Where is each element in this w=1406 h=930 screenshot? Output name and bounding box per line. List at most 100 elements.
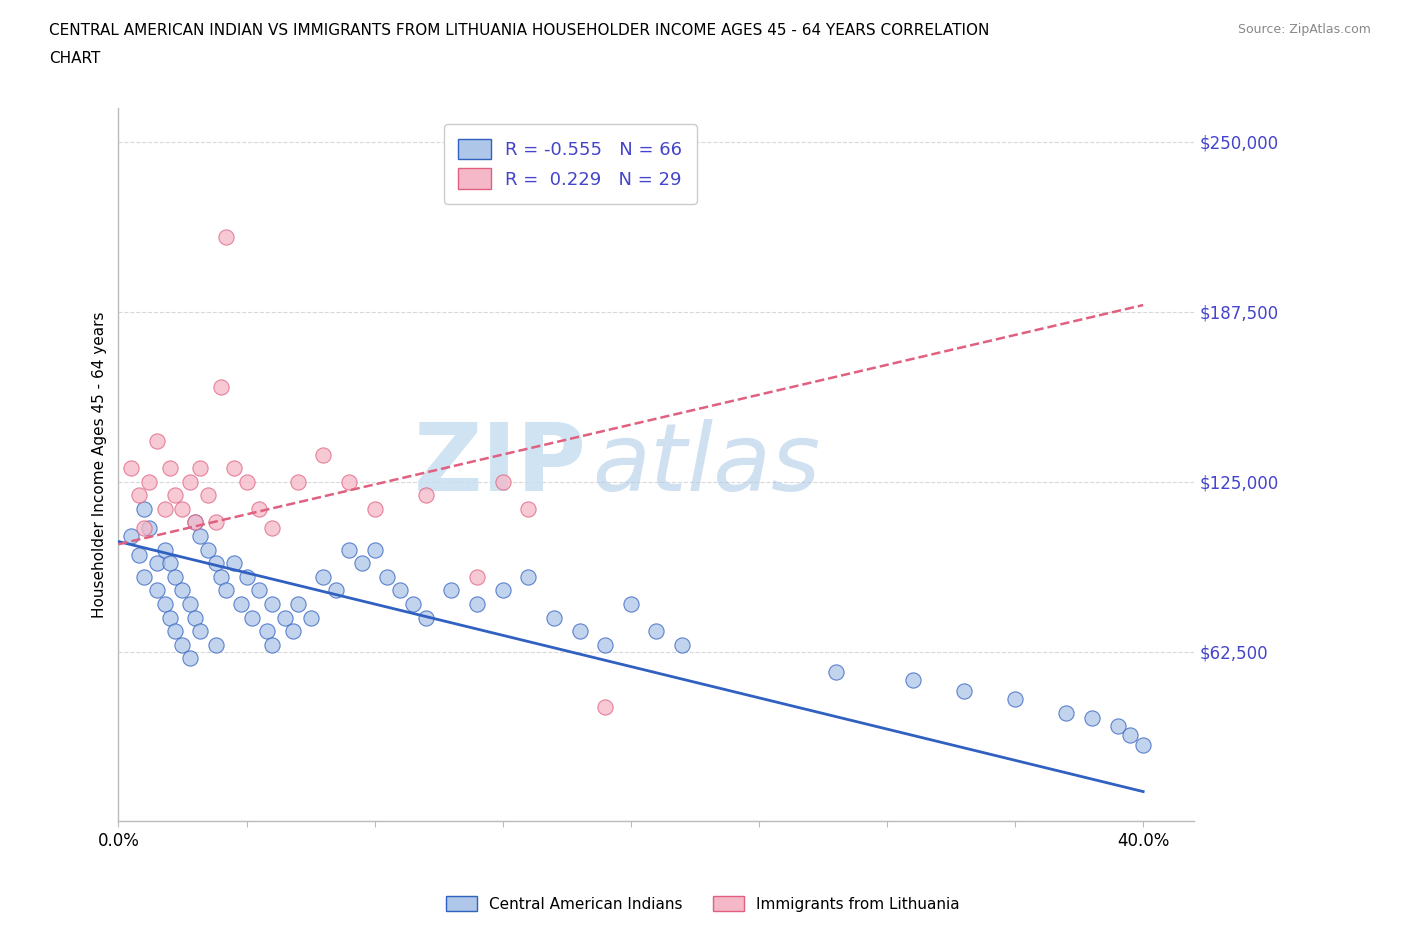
Point (159, 460, 181, 475)
Point (146, 583, 169, 598)
Point (184, 515, 207, 530)
Point (159, 610, 181, 625)
Point (415, 488, 437, 503)
Point (163, 569, 186, 584)
Point (1054, 705, 1077, 720)
Point (146, 433, 169, 448)
Point (163, 488, 186, 503)
Point (172, 501, 194, 516)
Y-axis label: Householder Income Ages 45 - 64 years: Householder Income Ages 45 - 64 years (93, 312, 107, 618)
Point (222, 460, 245, 475)
Point (312, 447, 335, 462)
Point (1107, 719, 1129, 734)
Point (153, 542, 176, 557)
Point (231, 597, 253, 612)
Point (247, 583, 270, 598)
Point (377, 569, 399, 584)
Point (153, 501, 176, 516)
Point (593, 637, 616, 652)
Text: ZIP: ZIP (413, 418, 586, 511)
Point (197, 542, 219, 557)
Point (235, 474, 257, 489)
Point (1004, 692, 1026, 707)
Point (901, 672, 924, 687)
Point (120, 528, 142, 543)
Point (824, 665, 846, 680)
Point (1132, 737, 1154, 752)
Point (465, 569, 488, 584)
Text: CHART: CHART (49, 51, 101, 66)
Point (204, 637, 226, 652)
Point (517, 501, 540, 516)
Point (209, 569, 232, 584)
Text: CENTRAL AMERICAN INDIAN VS IMMIGRANTS FROM LITHUANIA HOUSEHOLDER INCOME AGES 45 : CENTRAL AMERICAN INDIAN VS IMMIGRANTS FR… (49, 23, 990, 38)
Point (402, 597, 425, 612)
Point (256, 624, 278, 639)
Point (465, 597, 488, 612)
Point (440, 583, 463, 598)
Point (337, 474, 360, 489)
Point (287, 474, 309, 489)
Point (240, 610, 263, 625)
Point (287, 597, 309, 612)
Point (389, 583, 412, 598)
Point (172, 637, 194, 652)
Point (138, 521, 160, 536)
Text: Source: ZipAtlas.com: Source: ZipAtlas.com (1237, 23, 1371, 36)
Point (138, 474, 160, 489)
Point (1081, 711, 1104, 725)
Point (132, 569, 155, 584)
Legend: R = -0.555   N = 66, R =  0.229   N = 29: R = -0.555 N = 66, R = 0.229 N = 29 (444, 125, 697, 204)
Point (671, 637, 693, 652)
Point (517, 569, 540, 584)
Point (184, 610, 207, 625)
Point (543, 610, 565, 625)
Point (363, 542, 385, 557)
Point (215, 230, 238, 245)
Point (492, 474, 515, 489)
Point (415, 610, 437, 625)
Point (593, 700, 616, 715)
Point (204, 556, 226, 571)
Point (274, 610, 297, 625)
Point (179, 474, 201, 489)
Point (247, 501, 270, 516)
Point (190, 460, 212, 475)
Point (235, 569, 257, 584)
Point (620, 597, 643, 612)
Point (363, 501, 385, 516)
Point (262, 597, 284, 612)
Point (1119, 727, 1142, 742)
Point (325, 583, 347, 598)
Point (190, 624, 212, 639)
Point (197, 488, 219, 503)
Point (159, 556, 181, 571)
Point (146, 556, 169, 571)
Point (262, 637, 284, 652)
Point (281, 624, 304, 639)
Point (132, 521, 155, 536)
Point (337, 542, 360, 557)
Point (128, 548, 150, 563)
Point (209, 379, 232, 394)
Point (215, 583, 238, 598)
Legend: Central American Indians, Immigrants from Lithuania: Central American Indians, Immigrants fro… (440, 889, 966, 918)
Point (350, 556, 373, 571)
Point (312, 569, 335, 584)
Point (128, 488, 150, 503)
Point (262, 521, 284, 536)
Point (172, 583, 194, 598)
Point (179, 597, 201, 612)
Text: atlas: atlas (592, 419, 820, 511)
Point (163, 624, 186, 639)
Point (184, 515, 207, 530)
Point (222, 556, 245, 571)
Point (190, 528, 212, 543)
Point (120, 460, 142, 475)
Point (179, 651, 201, 666)
Point (132, 501, 155, 516)
Point (153, 597, 176, 612)
Point (299, 610, 322, 625)
Point (568, 624, 591, 639)
Point (492, 583, 515, 598)
